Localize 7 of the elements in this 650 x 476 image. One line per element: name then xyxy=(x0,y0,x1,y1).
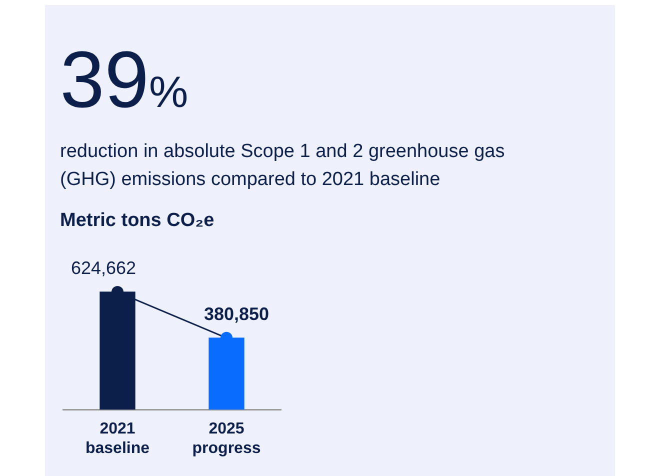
x-tick-label: 2021 baseline xyxy=(85,420,150,457)
chart-subtitle: reduction in absolute Scope 1 and 2 greenhouse gas (GHG) emissions compared to 2021 baseline xyxy=(60,140,506,192)
data-label: 624,662 xyxy=(70,258,136,278)
data-label: 380,850 xyxy=(204,304,270,324)
chart-title: 39% xyxy=(60,35,188,126)
y-axis-title: Metric tons CO₂e xyxy=(60,210,214,232)
x-tick-label: 2025 progress xyxy=(192,420,261,457)
